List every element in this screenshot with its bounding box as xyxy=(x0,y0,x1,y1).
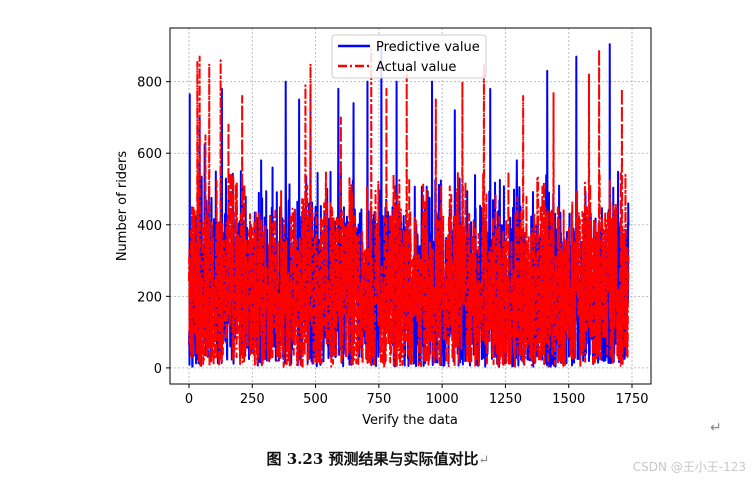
legend-box xyxy=(331,34,487,79)
x-tick-label: 0 xyxy=(185,392,193,407)
caption-return-mark: ↵ xyxy=(478,453,490,468)
x-tick-label: 750 xyxy=(366,392,391,407)
chart: 0 250 500 750 1000 1250 1500 17500200400600800 … xyxy=(115,27,652,428)
series-line-actual xyxy=(187,48,630,368)
paragraph-mark: ↵ xyxy=(710,420,722,436)
legend-label-predictive: Predictive value xyxy=(376,40,480,55)
x-tick-label: 1500 xyxy=(552,392,585,407)
axes: 0 250 500 750 1000 1250 1500 1750 0 200 400 600 800 xyxy=(137,76,648,407)
watermark: CSDN @王小王-123 xyxy=(632,460,746,474)
plot-frame xyxy=(169,27,652,385)
y-tick-label: 600 xyxy=(137,147,162,162)
series-layer xyxy=(187,43,630,368)
x-tick-label: 1750 xyxy=(615,392,648,407)
x-axis-label: Verify the data xyxy=(362,413,458,428)
x-tick-label: 250 xyxy=(240,392,265,407)
x-tick-label: 500 xyxy=(303,392,328,407)
y-axis-label: Number of riders xyxy=(115,151,130,262)
y-tick-label: 400 xyxy=(137,219,162,234)
x-tick-label: 1000 xyxy=(426,392,459,407)
legend-label-actual: Actual value xyxy=(376,60,456,75)
figure-caption: 图 3.23 预测结果与实际值对比↵ xyxy=(0,448,756,469)
x-tick-label: 1250 xyxy=(489,392,522,407)
y-tick-label: 200 xyxy=(137,290,162,305)
legend: Predictive value Actual value xyxy=(331,34,487,79)
y-tick-label: 0 xyxy=(154,362,162,377)
caption-text: 图 3.23 预测结果与实际值对比 xyxy=(266,450,479,468)
y-tick-label: 800 xyxy=(137,76,162,91)
